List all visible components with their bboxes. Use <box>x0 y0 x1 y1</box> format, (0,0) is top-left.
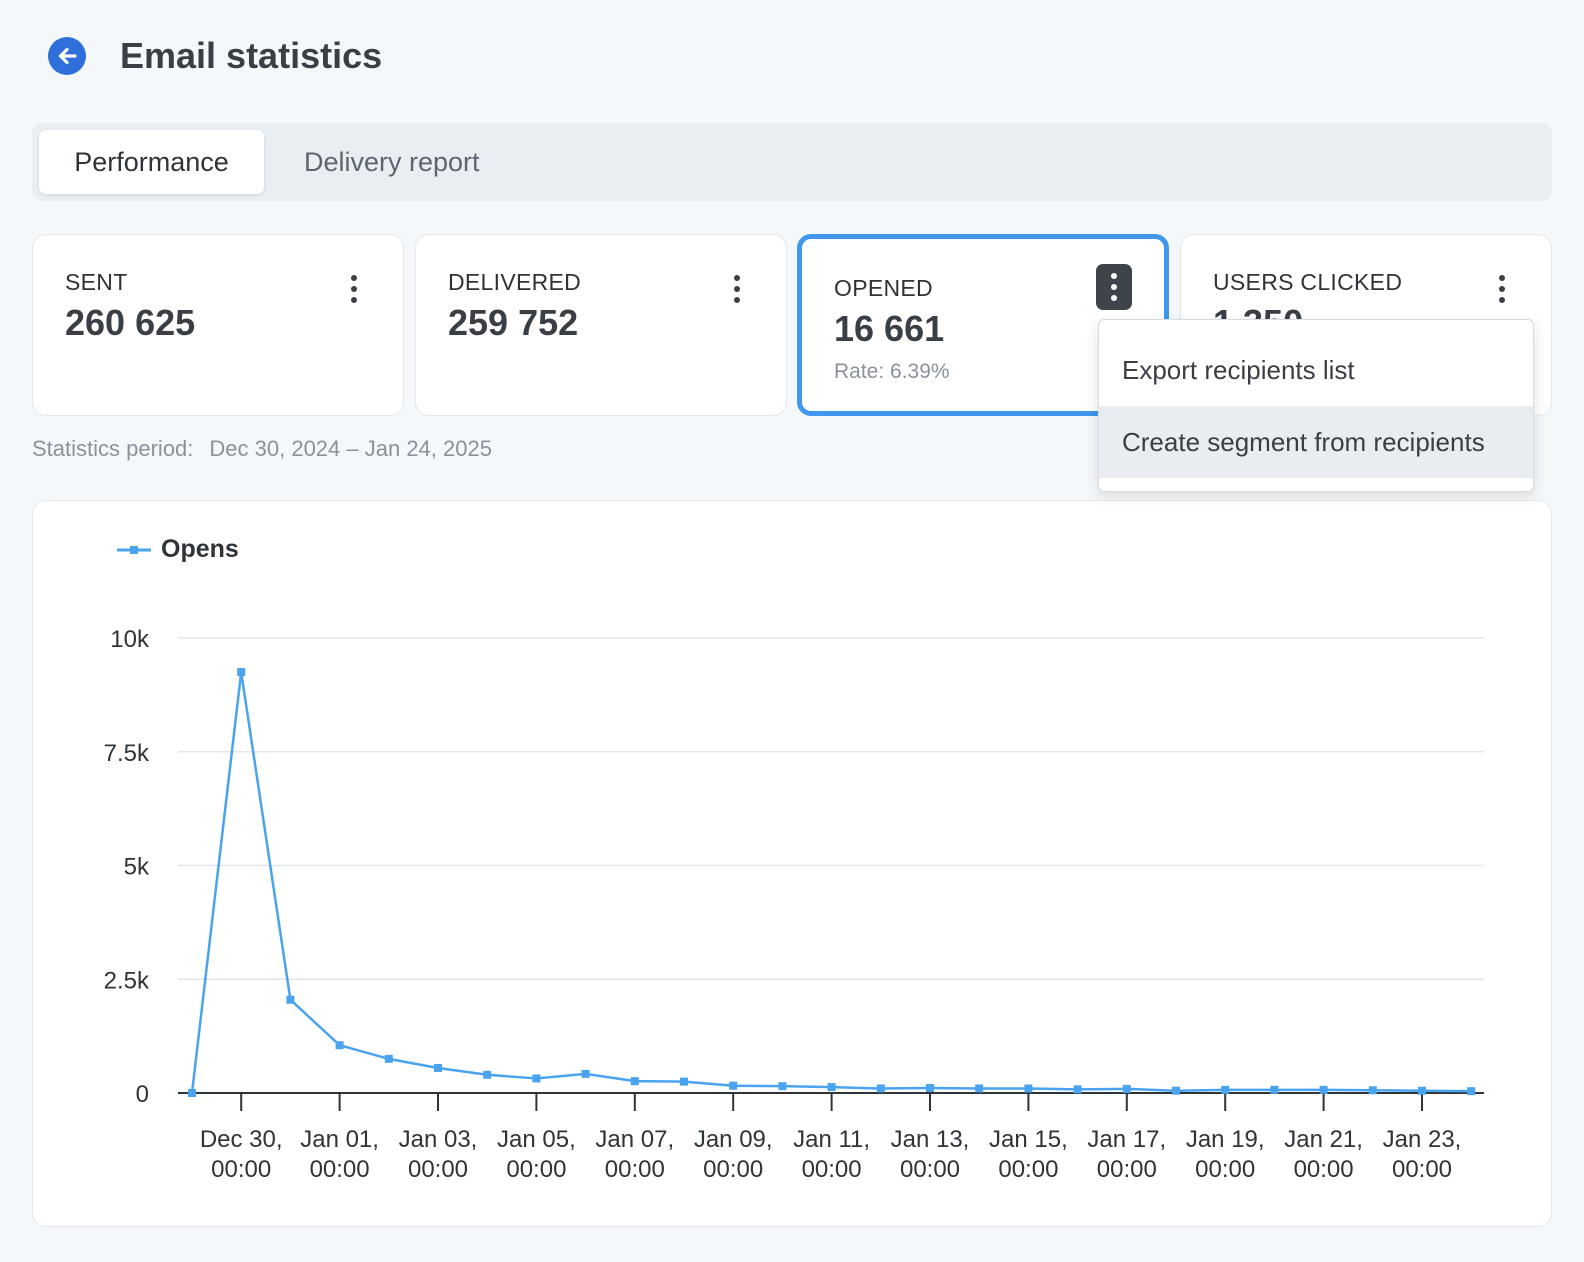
period-value: Dec 30, 2024 – Jan 24, 2025 <box>209 436 492 461</box>
stat-value: 16 661 <box>834 308 945 349</box>
x-tick-label: Jan 05, <box>497 1126 576 1153</box>
data-point <box>483 1070 492 1079</box>
x-tick-label: Jan 23, <box>1383 1126 1462 1153</box>
opens-line-chart: 0 2.5k 5k 7.5k 10k Dec 30, 00:00 Jan 01, 00:00 Ja… <box>104 626 1484 1183</box>
x-tick-label-time: 00:00 <box>802 1156 862 1183</box>
data-point <box>1467 1087 1476 1096</box>
data-point <box>729 1081 738 1090</box>
x-tick-label: Dec 30, <box>200 1126 283 1153</box>
legend-label: Opens <box>161 535 239 563</box>
x-tick-label: Jan 21, <box>1284 1126 1363 1153</box>
menu-item-create-segment[interactable]: Create segment from recipients <box>1099 406 1533 478</box>
x-tick-label: Jan 17, <box>1087 1126 1166 1153</box>
data-point <box>680 1077 688 1086</box>
stat-card-sent[interactable]: SENT 260 625 <box>32 234 404 416</box>
data-point <box>286 995 295 1004</box>
x-tick-label-time: 00:00 <box>605 1156 665 1183</box>
x-tick-label: Jan 01, <box>300 1126 379 1153</box>
data-point <box>581 1069 590 1078</box>
kebab-menu-button[interactable] <box>1096 264 1132 310</box>
statistics-period: Statistics period: Dec 30, 2024 – Jan 24,… <box>32 436 492 462</box>
x-tick-label-time: 00:00 <box>211 1156 271 1183</box>
data-point <box>1221 1085 1230 1094</box>
data-point <box>1073 1085 1082 1094</box>
x-tick-label-time: 00:00 <box>1097 1156 1157 1183</box>
x-tick-label-time: 00:00 <box>900 1156 960 1183</box>
data-point <box>1418 1086 1426 1095</box>
data-point <box>384 1054 393 1063</box>
data-point <box>188 1089 196 1097</box>
data-point <box>1172 1086 1180 1095</box>
data-point <box>1024 1084 1033 1093</box>
stat-label: OPENED <box>834 275 933 301</box>
y-tick-label: 2.5k <box>104 967 150 994</box>
back-button[interactable] <box>48 37 86 75</box>
stat-rate: Rate: 6.39% <box>834 360 950 383</box>
x-tick-label-time: 00:00 <box>998 1156 1058 1183</box>
data-point <box>778 1082 787 1091</box>
x-tick-label-time: 00:00 <box>1294 1156 1354 1183</box>
header: Email statistics <box>48 35 383 76</box>
data-point <box>876 1084 885 1093</box>
period-label: Statistics period: <box>32 436 194 461</box>
x-tick-label: Jan 07, <box>595 1126 674 1153</box>
data-point <box>1122 1084 1131 1093</box>
arrow-left-icon <box>58 47 77 65</box>
kebab-menu-button[interactable] <box>1483 265 1521 313</box>
legend-line-marker-icon <box>117 545 151 554</box>
stat-card-delivered[interactable]: DELIVERED 259 752 <box>415 234 787 416</box>
data-point <box>1319 1085 1328 1094</box>
stat-value: 260 625 <box>65 302 196 343</box>
more-vertical-icon <box>734 275 740 281</box>
stat-label: DELIVERED <box>448 269 582 295</box>
tab-performance[interactable]: Performance <box>39 130 264 194</box>
x-tick-label-time: 00:00 <box>1195 1156 1255 1183</box>
data-point <box>237 668 246 677</box>
data-point <box>1368 1086 1377 1095</box>
x-tick-label-time: 00:00 <box>703 1156 763 1183</box>
menu-item-export-recipients[interactable]: Export recipients list <box>1122 354 1355 385</box>
x-tick-label: Jan 13, <box>891 1126 970 1153</box>
data-point <box>1270 1085 1279 1094</box>
y-tick-label: 0 <box>136 1081 149 1108</box>
data-point <box>532 1074 541 1083</box>
tab-delivery-report[interactable]: Delivery report <box>304 146 480 177</box>
data-point <box>335 1041 344 1050</box>
x-tick-label-time: 00:00 <box>310 1156 370 1183</box>
data-point <box>630 1077 639 1086</box>
x-tick-label: Jan 09, <box>694 1126 773 1153</box>
tab-bar: Performance Delivery report <box>32 123 1552 201</box>
x-tick-label-time: 00:00 <box>506 1156 566 1183</box>
stat-label: SENT <box>65 269 128 295</box>
x-tick-label: Jan 03, <box>399 1126 478 1153</box>
chart-legend[interactable]: Opens <box>117 535 239 564</box>
y-tick-label: 7.5k <box>104 740 150 767</box>
kebab-menu-button[interactable] <box>335 265 373 313</box>
page-title: Email statistics <box>120 35 383 76</box>
x-tick-label-time: 00:00 <box>1392 1156 1452 1183</box>
more-vertical-icon <box>351 275 357 281</box>
y-tick-label: 5k <box>124 854 150 881</box>
x-tick-label: Jan 11, <box>793 1126 870 1153</box>
stat-value: 259 752 <box>448 302 579 343</box>
data-point <box>827 1083 836 1092</box>
kebab-menu-button[interactable] <box>718 265 756 313</box>
context-menu: Export recipients list Create segment fr… <box>1098 319 1534 492</box>
x-tick-label: Jan 19, <box>1186 1126 1265 1153</box>
x-tick-label-time: 00:00 <box>408 1156 468 1183</box>
series-line-opens <box>190 670 1472 1094</box>
more-vertical-icon <box>1111 273 1117 279</box>
y-tick-label: 10k <box>110 626 150 653</box>
data-point <box>926 1083 934 1092</box>
data-point <box>975 1084 984 1093</box>
x-tick-label: Jan 15, <box>989 1126 1068 1153</box>
chart-card: Opens 0 2.5k 5k 7.5k 10k Dec 30, 00:00 Jan 01, 0… <box>32 500 1552 1227</box>
more-vertical-icon <box>1499 275 1505 281</box>
data-point <box>434 1063 442 1072</box>
stat-label: USERS CLICKED <box>1213 269 1403 295</box>
